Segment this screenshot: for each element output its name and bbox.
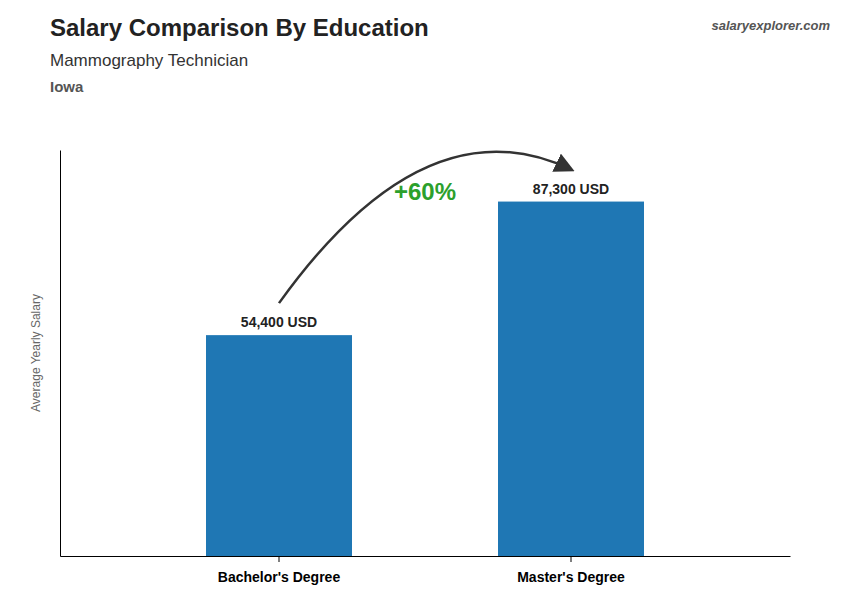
x-tick-mark: [571, 556, 572, 562]
brand: salaryexplorer.com: [711, 18, 830, 33]
x-axis-line: [61, 556, 791, 557]
location: Iowa: [50, 78, 84, 95]
x-tick-label: Bachelor's Degree: [218, 569, 341, 585]
x-tick: Bachelor's Degree: [218, 556, 341, 585]
data-label: 54,400 USD: [241, 314, 317, 330]
bar: [206, 335, 352, 556]
x-tick-label: Master's Degree: [517, 569, 625, 585]
subtitle: Mammography Technician: [50, 51, 248, 70]
x-axis: Bachelor's Degree Master's Degree: [61, 556, 791, 585]
y-axis: [60, 151, 61, 557]
y-axis-line: [60, 151, 61, 557]
change-arrow: [279, 152, 571, 303]
chart: Salary Comparison By Education Mammograph…: [0, 0, 850, 606]
x-tick-mark: [279, 556, 280, 562]
change-label: +60%: [394, 178, 456, 205]
x-tick: Master's Degree: [517, 556, 625, 585]
title: Salary Comparison By Education: [50, 14, 429, 41]
y-axis-label: Average Yearly Salary: [29, 294, 43, 412]
data-label: 87,300 USD: [533, 181, 609, 197]
bars: [206, 202, 644, 556]
plot: Bachelor's Degree Master's Degree Average …: [29, 151, 791, 585]
bar: [498, 202, 644, 556]
